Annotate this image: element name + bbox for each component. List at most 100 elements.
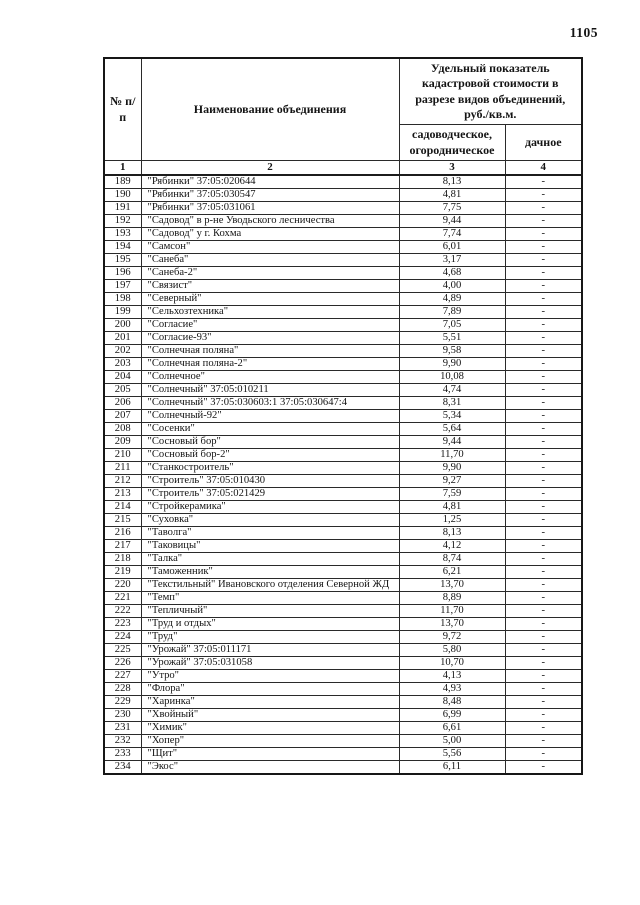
- header-gardening-type: садоводческое, огородническое: [398, 124, 506, 162]
- table-row: 199 "Сельхозтехника" 7,89-: [103, 305, 583, 320]
- association-name-cell: "Садовод" в р-не Уводьского лесничества: [140, 214, 400, 229]
- table-row: 191 "Рябинки" 37:05:031061 7,75-: [103, 201, 583, 216]
- row-number-cell: 195: [103, 253, 142, 268]
- association-name-cell: "Строитель" 37:05:010430: [140, 474, 400, 489]
- garden-value-cell: 5,56: [398, 747, 506, 762]
- dacha-value-cell: -: [504, 760, 583, 775]
- table-row: 214 "Стройкерамика" 4,81-: [103, 500, 583, 515]
- association-name-cell: "Урожай" 37:05:031058: [140, 656, 400, 671]
- dacha-value-cell: -: [504, 747, 583, 762]
- table-row: 220 "Текстильный" Ивановского отделения С…: [103, 578, 583, 593]
- row-number-cell: 222: [103, 604, 142, 619]
- association-name-cell: "Согласие": [140, 318, 400, 333]
- row-number-cell: 229: [103, 695, 142, 710]
- dacha-value-cell: -: [504, 331, 583, 346]
- association-name-cell: "Северный": [140, 292, 400, 307]
- table-row: 194 "Самсон" 6,01-: [103, 240, 583, 255]
- garden-value-cell: 3,17: [398, 253, 506, 268]
- row-number-cell: 207: [103, 409, 142, 424]
- table-body: 189 "Рябинки" 37:05:020644 8,13-190 "Рябинк…: [103, 174, 583, 775]
- association-name-cell: "Таможенник": [140, 565, 400, 580]
- garden-value-cell: 4,12: [398, 539, 506, 554]
- row-number-cell: 196: [103, 266, 142, 281]
- row-number-cell: 197: [103, 279, 142, 294]
- table-row: 228 "Флора" 4,93-: [103, 682, 583, 697]
- row-number-cell: 189: [103, 174, 142, 190]
- garden-value-cell: 5,80: [398, 643, 506, 658]
- association-name-cell: "Харинка": [140, 695, 400, 710]
- row-number-cell: 234: [103, 760, 142, 775]
- column-number-cell: 1: [103, 160, 142, 177]
- table-row: 210 "Сосновый бор-2" 11,70-: [103, 448, 583, 463]
- row-number-cell: 221: [103, 591, 142, 606]
- table-row: 189 "Рябинки" 37:05:020644 8,13-: [103, 174, 583, 190]
- row-number-cell: 192: [103, 214, 142, 229]
- garden-value-cell: 6,61: [398, 721, 506, 736]
- table-row: 208 "Сосенки" 5,64-: [103, 422, 583, 437]
- garden-value-cell: 8,13: [398, 174, 506, 190]
- cadastral-value-table: № п/п Наименование объединения Удельный …: [103, 57, 584, 776]
- garden-value-cell: 9,90: [398, 357, 506, 372]
- association-name-cell: "Труд и отдых": [140, 617, 400, 632]
- row-number-cell: 226: [103, 656, 142, 671]
- association-name-cell: "Рябинки" 37:05:030547: [140, 188, 400, 203]
- dacha-value-cell: -: [504, 253, 583, 268]
- dacha-value-cell: -: [504, 617, 583, 632]
- dacha-value-cell: -: [504, 422, 583, 437]
- header-dacha-type: дачное: [504, 124, 583, 162]
- table-row: 190 "Рябинки" 37:05:030547 4,81-: [103, 188, 583, 203]
- dacha-value-cell: -: [504, 383, 583, 398]
- garden-value-cell: 7,74: [398, 227, 506, 242]
- table-row: 201 "Согласие-93" 5,51-: [103, 331, 583, 346]
- garden-value-cell: 4,93: [398, 682, 506, 697]
- row-number-cell: 230: [103, 708, 142, 723]
- dacha-value-cell: -: [504, 266, 583, 281]
- table-row: 215 "Суховка" 1,25-: [103, 513, 583, 528]
- association-name-cell: "Сосенки": [140, 422, 400, 437]
- table-row: 221 "Темп" 8,89-: [103, 591, 583, 606]
- dacha-value-cell: -: [504, 565, 583, 580]
- row-number-cell: 217: [103, 539, 142, 554]
- association-name-cell: "Таволга": [140, 526, 400, 541]
- row-number-cell: 206: [103, 396, 142, 411]
- association-name-cell: "Темп": [140, 591, 400, 606]
- association-name-cell: "Хвойный": [140, 708, 400, 723]
- dacha-value-cell: -: [504, 279, 583, 294]
- dacha-value-cell: -: [504, 526, 583, 541]
- dacha-value-cell: -: [504, 188, 583, 203]
- column-numbering-row: 1 2 3 4: [103, 160, 583, 177]
- table-row: 205 "Солнечный" 37:05:010211 4,74-: [103, 383, 583, 398]
- garden-value-cell: 11,70: [398, 448, 506, 463]
- garden-value-cell: 9,90: [398, 461, 506, 476]
- row-number-cell: 209: [103, 435, 142, 450]
- garden-value-cell: 6,11: [398, 760, 506, 775]
- garden-value-cell: 7,05: [398, 318, 506, 333]
- row-number-cell: 210: [103, 448, 142, 463]
- table-row: 233 "Щит" 5,56-: [103, 747, 583, 762]
- dacha-value-cell: -: [504, 591, 583, 606]
- garden-value-cell: 5,00: [398, 734, 506, 749]
- table-row: 219 "Таможенник" 6,21-: [103, 565, 583, 580]
- column-number-cell: 4: [504, 160, 583, 177]
- association-name-cell: "Сосновый бор": [140, 435, 400, 450]
- table-row: 196 "Санеба-2" 4,68-: [103, 266, 583, 281]
- row-number-cell: 204: [103, 370, 142, 385]
- dacha-value-cell: -: [504, 513, 583, 528]
- association-name-cell: "Урожай" 37:05:011171: [140, 643, 400, 658]
- association-name-cell: "Утро": [140, 669, 400, 684]
- garden-value-cell: 4,81: [398, 188, 506, 203]
- association-name-cell: "Солнечный" 37:05:030603:1 37:05:030647:…: [140, 396, 400, 411]
- row-number-cell: 219: [103, 565, 142, 580]
- garden-value-cell: 13,70: [398, 617, 506, 632]
- association-name-cell: "Солнечное": [140, 370, 400, 385]
- garden-value-cell: 10,70: [398, 656, 506, 671]
- dacha-value-cell: -: [504, 539, 583, 554]
- association-name-cell: "Станкостроитель": [140, 461, 400, 476]
- row-number-cell: 201: [103, 331, 142, 346]
- garden-value-cell: 8,74: [398, 552, 506, 567]
- dacha-value-cell: -: [504, 656, 583, 671]
- table-row: 212 "Строитель" 37:05:010430 9,27-: [103, 474, 583, 489]
- garden-value-cell: 7,89: [398, 305, 506, 320]
- association-name-cell: "Труд": [140, 630, 400, 645]
- row-number-cell: 193: [103, 227, 142, 242]
